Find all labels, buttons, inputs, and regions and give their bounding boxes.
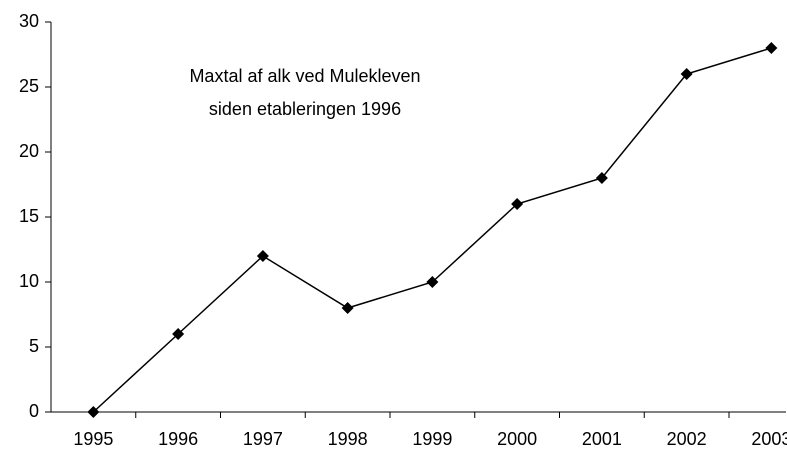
- y-tick-label: 25: [19, 76, 39, 96]
- y-tick-label: 30: [19, 11, 39, 31]
- x-tick-label: 1997: [243, 429, 283, 449]
- marker: [680, 68, 693, 80]
- marker: [87, 406, 100, 418]
- marker: [172, 328, 185, 340]
- x-tick-label: 1995: [73, 429, 113, 449]
- marker: [595, 172, 608, 184]
- y-tick-label: 0: [29, 401, 39, 421]
- x-tick-label: 1996: [158, 429, 198, 449]
- line: [92, 47, 772, 413]
- y-tick-label: 15: [19, 206, 39, 226]
- annotation: Maxtal af alk ved Mulekleven: [189, 66, 420, 86]
- y-tick-label: 10: [19, 271, 39, 291]
- x-tick-label: 2001: [582, 429, 622, 449]
- x-tick-label: 1999: [412, 429, 452, 449]
- marker: [765, 42, 778, 54]
- x-tick-label: 1998: [328, 429, 368, 449]
- x-tick-label: 2003: [751, 429, 787, 449]
- x-tick-label: 2002: [667, 429, 707, 449]
- annotation: siden etableringen 1996: [209, 99, 401, 119]
- marker: [511, 198, 524, 210]
- marker: [426, 276, 439, 288]
- marker: [341, 302, 354, 314]
- y-tick-label: 20: [19, 141, 39, 161]
- y-tick-label: 5: [29, 336, 39, 356]
- marker: [256, 250, 269, 262]
- x-tick-label: 2000: [497, 429, 537, 449]
